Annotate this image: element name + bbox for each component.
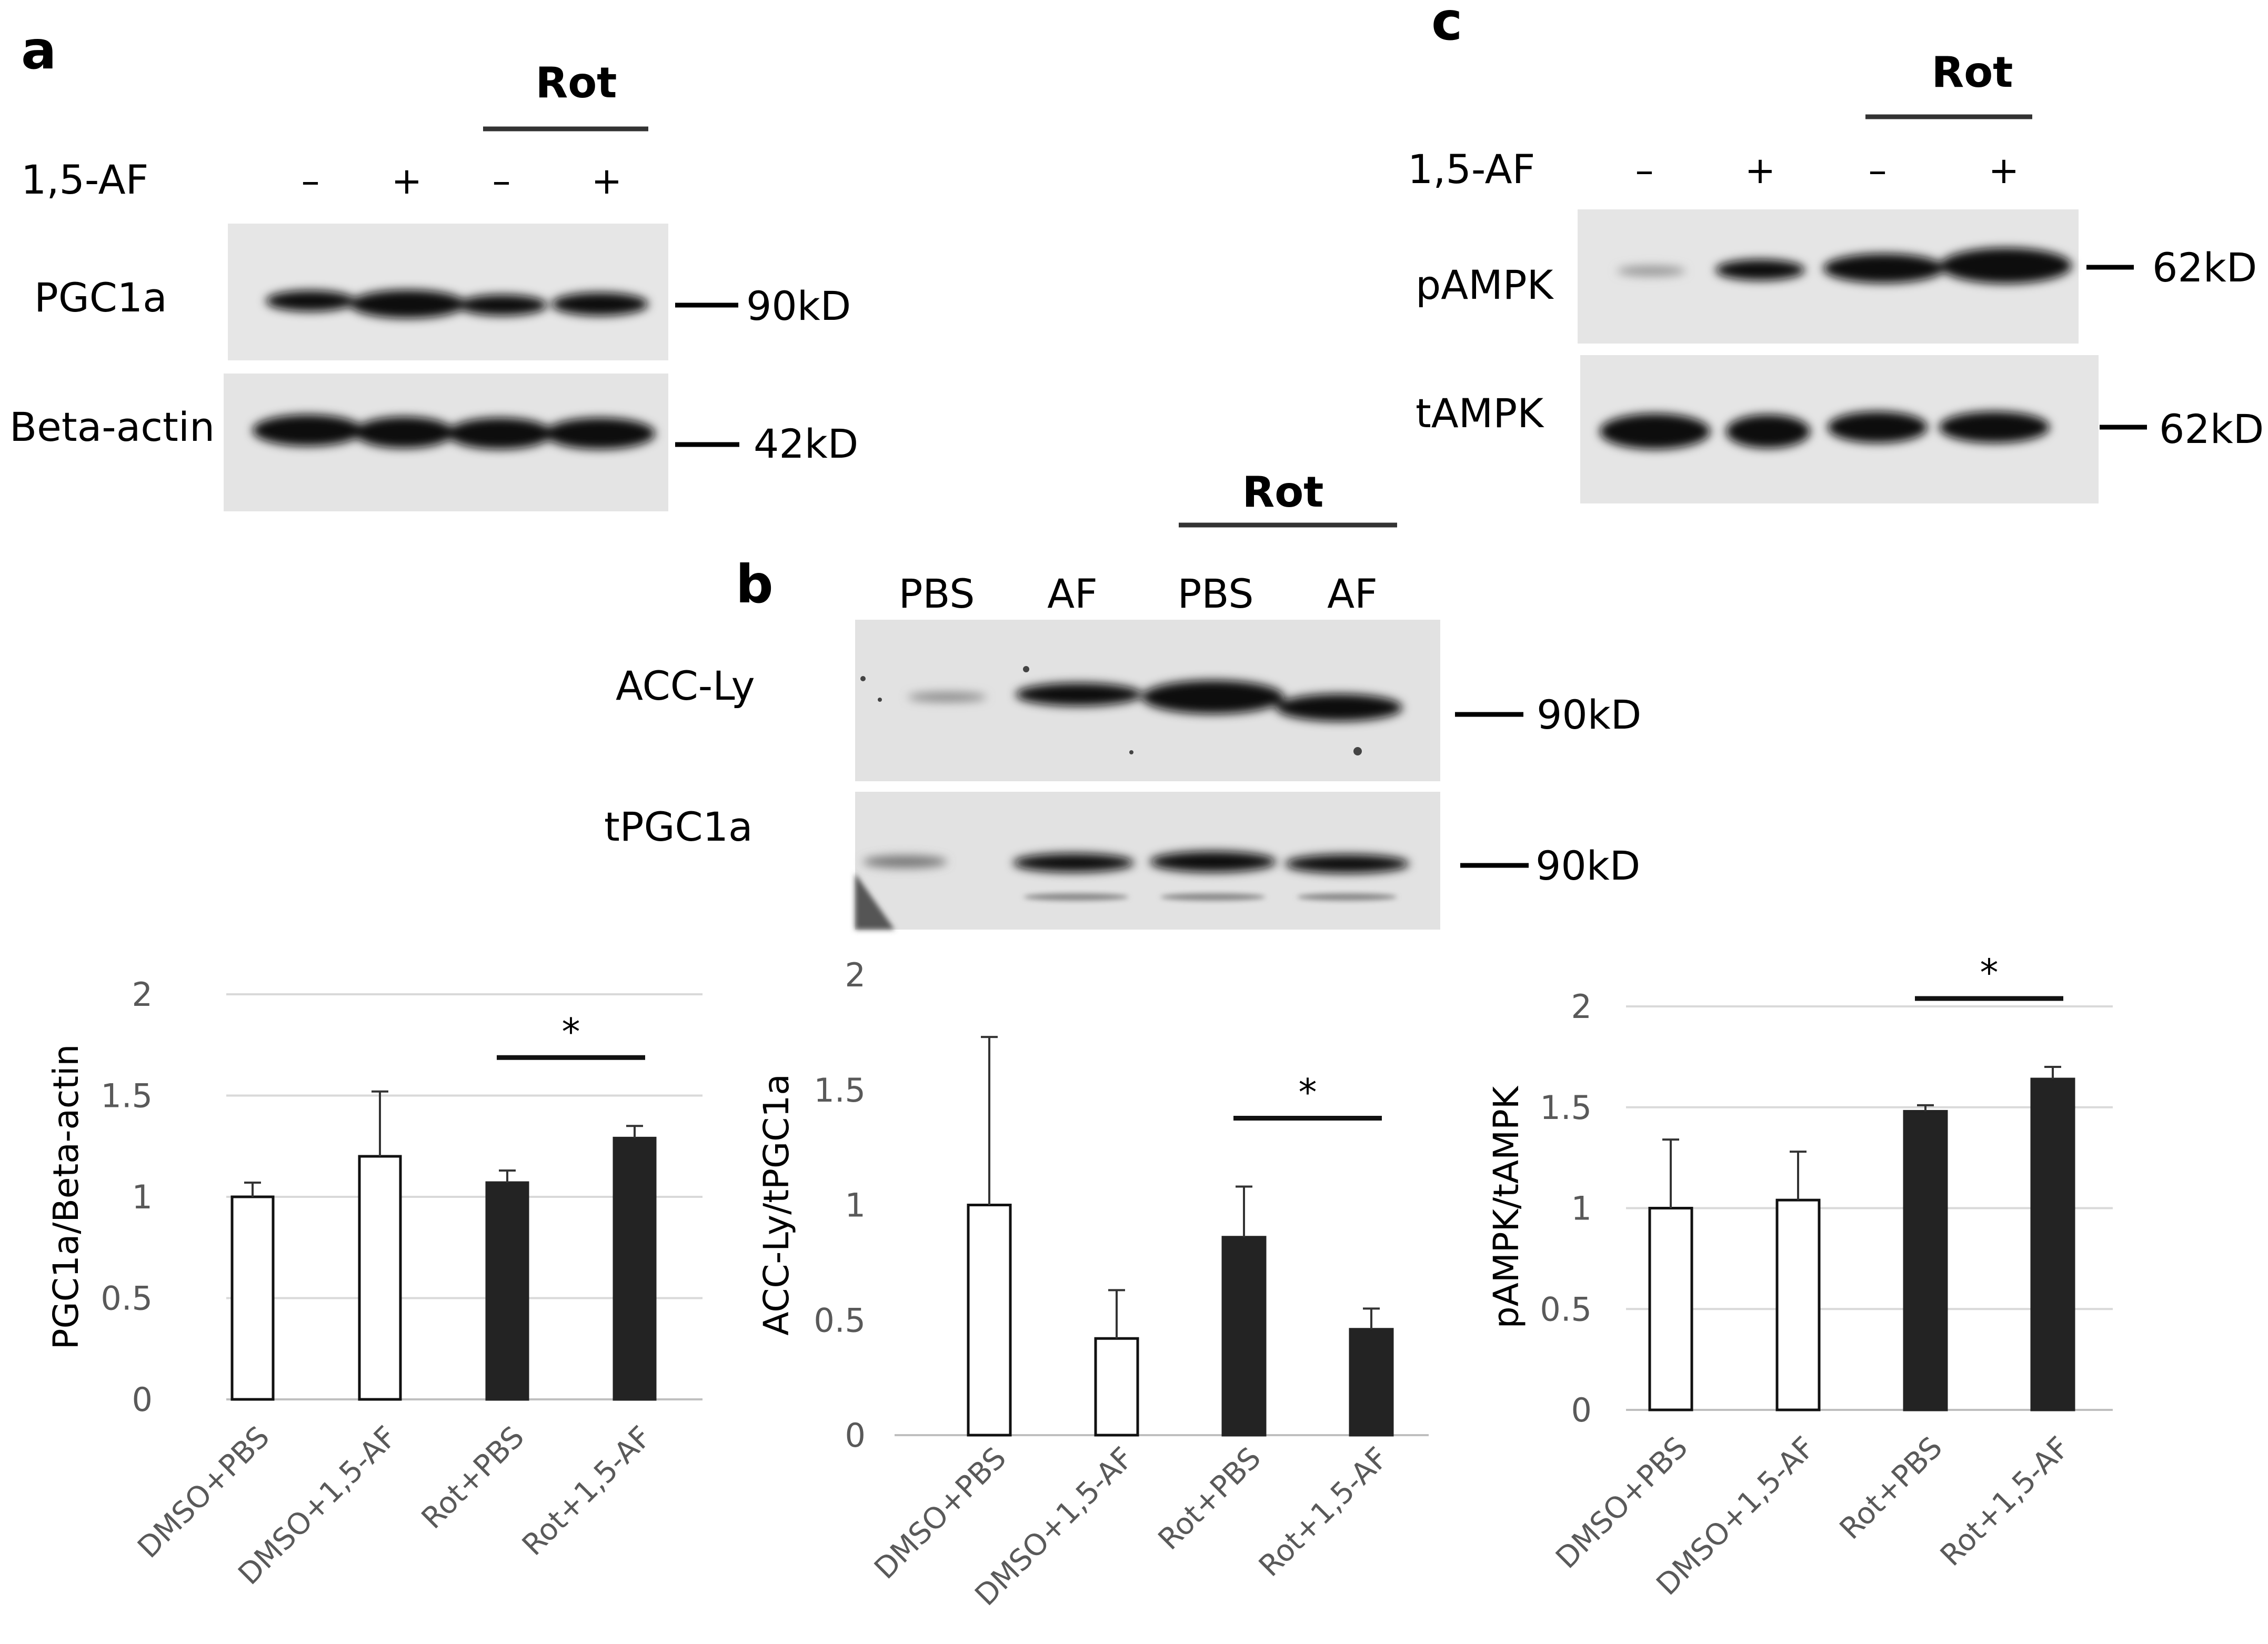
panel-c-blot-1-bands — [1617, 248, 2072, 284]
chart-c-ytick-label: 0 — [1571, 1391, 1592, 1429]
panel-b-lane-4: AF — [1327, 570, 1378, 617]
chart-b-ytick-label: 1.5 — [814, 1071, 866, 1110]
panel-b-blot-2-lower-bands — [1023, 893, 1397, 901]
panel-a-blot-1-size-label: 90kD — [746, 283, 851, 329]
chart-a-bar — [230, 1195, 275, 1401]
chart-c-category-label: Rot+1,5-AF — [1934, 1430, 2076, 1573]
panel-a-blot: a Rot 1,5-AF – + – + PGC1a 90kD Beta-act… — [9, 19, 858, 511]
chart-c-significance-label: * — [1980, 951, 1999, 994]
chart-b-category-label: DMSO+PBS — [868, 1441, 1013, 1586]
chart-a-ytick-label: 1 — [132, 1178, 153, 1216]
panel-b-blot-1-label: ACC-Ly — [616, 662, 755, 709]
panel-a-blot-1-bands — [266, 290, 648, 318]
chart-a-ytick-label: 0 — [132, 1380, 153, 1419]
panel-b-letter: b — [736, 553, 774, 615]
panel-c-treatment-label: 1,5-AF — [1408, 146, 1535, 193]
panel-a-blot-1-label: PGC1a — [34, 274, 167, 321]
panel-c-blot-2-bands — [1600, 411, 2050, 449]
panel-c-blot-1-size-label: 62kD — [2152, 244, 2257, 291]
panel-c-sign-3: – — [1869, 149, 1887, 192]
chart-b-ytick-label: 0 — [845, 1416, 866, 1455]
chart-a-category-label: DMSO+PBS — [131, 1420, 276, 1565]
panel-c-sign-1: – — [1635, 149, 1654, 192]
panel-b-blot-2-corner-shadow — [855, 873, 895, 930]
chart-b-ytick-label: 1 — [845, 1186, 866, 1225]
chart-a-ytick-label: 0.5 — [101, 1279, 153, 1318]
chart-c-ytick-label: 1.5 — [1540, 1088, 1592, 1127]
chart-b-ytick-label: 0.5 — [814, 1301, 866, 1339]
chart-a-category-label: Rot+PBS — [415, 1420, 531, 1536]
panel-c-sign-4: + — [1989, 149, 2020, 192]
panel-c-blot-2-size-label: 62kD — [2159, 406, 2264, 452]
chart-a-bar — [358, 1155, 402, 1401]
chart-b-bar — [1094, 1337, 1139, 1437]
chart-c-ytick-label: 0.5 — [1540, 1290, 1592, 1328]
panel-a-treatment-label: 1,5-AF — [21, 156, 148, 203]
panel-b-rot-label: Rot — [1242, 468, 1324, 517]
panel-c-blot-2-label: tAMPK — [1416, 390, 1544, 437]
chart-b-ylabel: ACC-Ly/tPGC1a — [756, 1074, 797, 1335]
panel-b-blot: b Rot PBS AF PBS AF ACC-Ly 90kD — [604, 468, 1641, 930]
chart-a: 00.511.52PGC1a/Beta-actinDMSO+PBSDMSO+1,… — [46, 975, 703, 1591]
chart-c-ylabel: pAMPK/tAMPK — [1486, 1085, 1527, 1328]
panel-a-sign-1: – — [302, 159, 320, 203]
chart-c-ytick-label: 2 — [1571, 987, 1592, 1026]
panel-a-blot-2-bands — [253, 415, 655, 449]
chart-b-bar — [1221, 1236, 1267, 1437]
chart-c-category-label: Rot+PBS — [1833, 1430, 1949, 1546]
panel-a-letter: a — [21, 19, 56, 81]
chart-a-ylabel: PGC1a/Beta-actin — [46, 1044, 86, 1350]
chart-b-significance-label: * — [1299, 1071, 1317, 1114]
panel-b-lane-3: PBS — [1178, 570, 1254, 617]
chart-a-ytick-label: 2 — [132, 975, 153, 1014]
chart-b-category-label: Rot+PBS — [1152, 1441, 1268, 1557]
panel-c-rot-label: Rot — [1932, 48, 2013, 97]
bar-charts: 00.511.52PGC1a/Beta-actinDMSO+PBSDMSO+1,… — [46, 951, 2113, 1612]
panel-b-lane-1: PBS — [899, 570, 975, 617]
panel-c-blot: c Rot 1,5-AF – + – + pAMPK 62kD tAMPK 62… — [1408, 0, 2264, 503]
chart-b: 00.511.52ACC-Ly/tPGC1aDMSO+PBSDMSO+1,5-A… — [756, 956, 1429, 1612]
chart-a-category-label: Rot+1,5-AF — [516, 1420, 658, 1562]
panel-b-blot-2-label: tPGC1a — [604, 803, 753, 850]
panel-b-lane-2: AF — [1047, 570, 1098, 617]
chart-c-category-label: DMSO+PBS — [1549, 1430, 1694, 1576]
panel-a-sign-4: + — [591, 159, 623, 203]
chart-a-ytick-label: 1.5 — [101, 1077, 153, 1115]
panel-b-blot-2-bands — [863, 851, 1409, 873]
chart-c-bar — [1775, 1198, 1821, 1411]
panel-a-blot-2-label: Beta-actin — [9, 404, 215, 450]
chart-b-bar — [967, 1204, 1012, 1437]
chart-b-ytick-label: 2 — [845, 956, 866, 994]
panel-a-sign-3: – — [493, 159, 511, 203]
chart-c-bar — [1903, 1110, 1948, 1411]
panel-c-letter: c — [1431, 0, 1462, 52]
panel-b-blot-1-specks — [860, 666, 1362, 755]
panel-b-blot-1-size-label: 90kD — [1537, 691, 1641, 738]
chart-a-bar — [613, 1136, 657, 1401]
panel-b-blot-1-bands — [908, 680, 1402, 721]
chart-a-significance-label: * — [562, 1010, 580, 1053]
chart-b-bar — [1349, 1328, 1394, 1437]
panel-c-blot-1-label: pAMPK — [1416, 261, 1554, 308]
chart-a-bar — [485, 1181, 529, 1401]
panel-b-blot-2-size-label: 90kD — [1536, 842, 1640, 889]
panel-a-rot-label: Rot — [536, 58, 617, 107]
panel-a-sign-2: + — [392, 159, 423, 203]
chart-c-ytick-label: 1 — [1571, 1189, 1592, 1228]
chart-c-bar — [1648, 1207, 1693, 1411]
panel-c-sign-2: + — [1745, 149, 1776, 192]
chart-b-category-label: Rot+1,5-AF — [1252, 1441, 1395, 1584]
chart-c-bar — [2030, 1077, 2075, 1411]
panel-a-blot-2-size-label: 42kD — [754, 420, 858, 467]
